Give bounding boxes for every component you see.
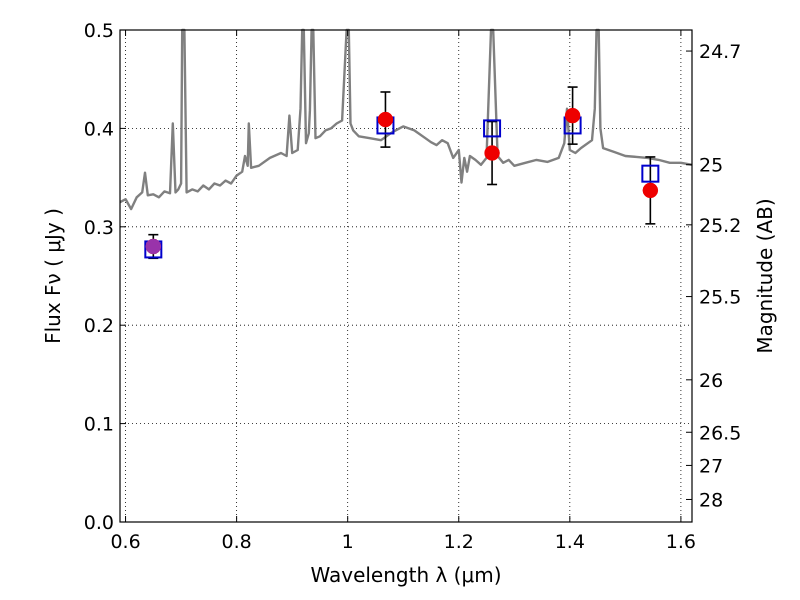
right-tick-label: 27 — [699, 455, 723, 477]
y-tick-label: 0.0 — [84, 512, 114, 534]
observed-point-marker — [484, 145, 500, 161]
model-square-marker — [483, 119, 502, 138]
y-tick-label: 0.3 — [84, 217, 114, 239]
right-tick-label: 26.5 — [699, 422, 741, 444]
grid — [120, 29, 692, 523]
y-tick-label: 0.1 — [84, 414, 114, 436]
x-tick-label: 1.2 — [444, 531, 474, 553]
y-tick-label: 0.4 — [84, 118, 114, 140]
x-tick-label: 0.8 — [222, 531, 252, 553]
x-tick-label: 1.6 — [666, 531, 696, 553]
y-axis-label: Flux Fν ( μJy ) — [41, 208, 65, 344]
x-axis-label: Wavelength λ (μm) — [310, 563, 501, 587]
ticks-layer: 0.6 0.8 1 1.2 1.4 1.6 0.0 0.1 0.2 0.3 0.4 0.5 24.7 25… — [84, 20, 742, 553]
right-axis-label: Magnitude (AB) — [753, 198, 777, 353]
right-tick-label: 25.2 — [699, 215, 741, 237]
model-square-marker — [641, 164, 660, 183]
x-tick-label: 1 — [342, 531, 354, 553]
x-tick-label: 1.4 — [555, 531, 585, 553]
right-tick-label: 24.7 — [699, 41, 741, 63]
series-layer — [119, 28, 693, 260]
right-tick-label: 25.5 — [699, 287, 741, 309]
x-tick-label: 0.6 — [110, 531, 140, 553]
y-tick-label: 0.2 — [84, 315, 114, 337]
observed-point-marker-overlap — [145, 238, 162, 255]
right-tick-label: 28 — [699, 489, 723, 511]
observed-point-marker — [642, 182, 659, 199]
plot-frame — [119, 29, 693, 523]
right-tick-label: 25 — [699, 155, 723, 177]
observed-point-marker — [377, 111, 394, 128]
spectrum-line — [119, 28, 693, 211]
right-tick-label: 26 — [699, 370, 723, 392]
y-tick-label: 0.5 — [84, 20, 114, 42]
observed-point-marker — [564, 107, 581, 124]
